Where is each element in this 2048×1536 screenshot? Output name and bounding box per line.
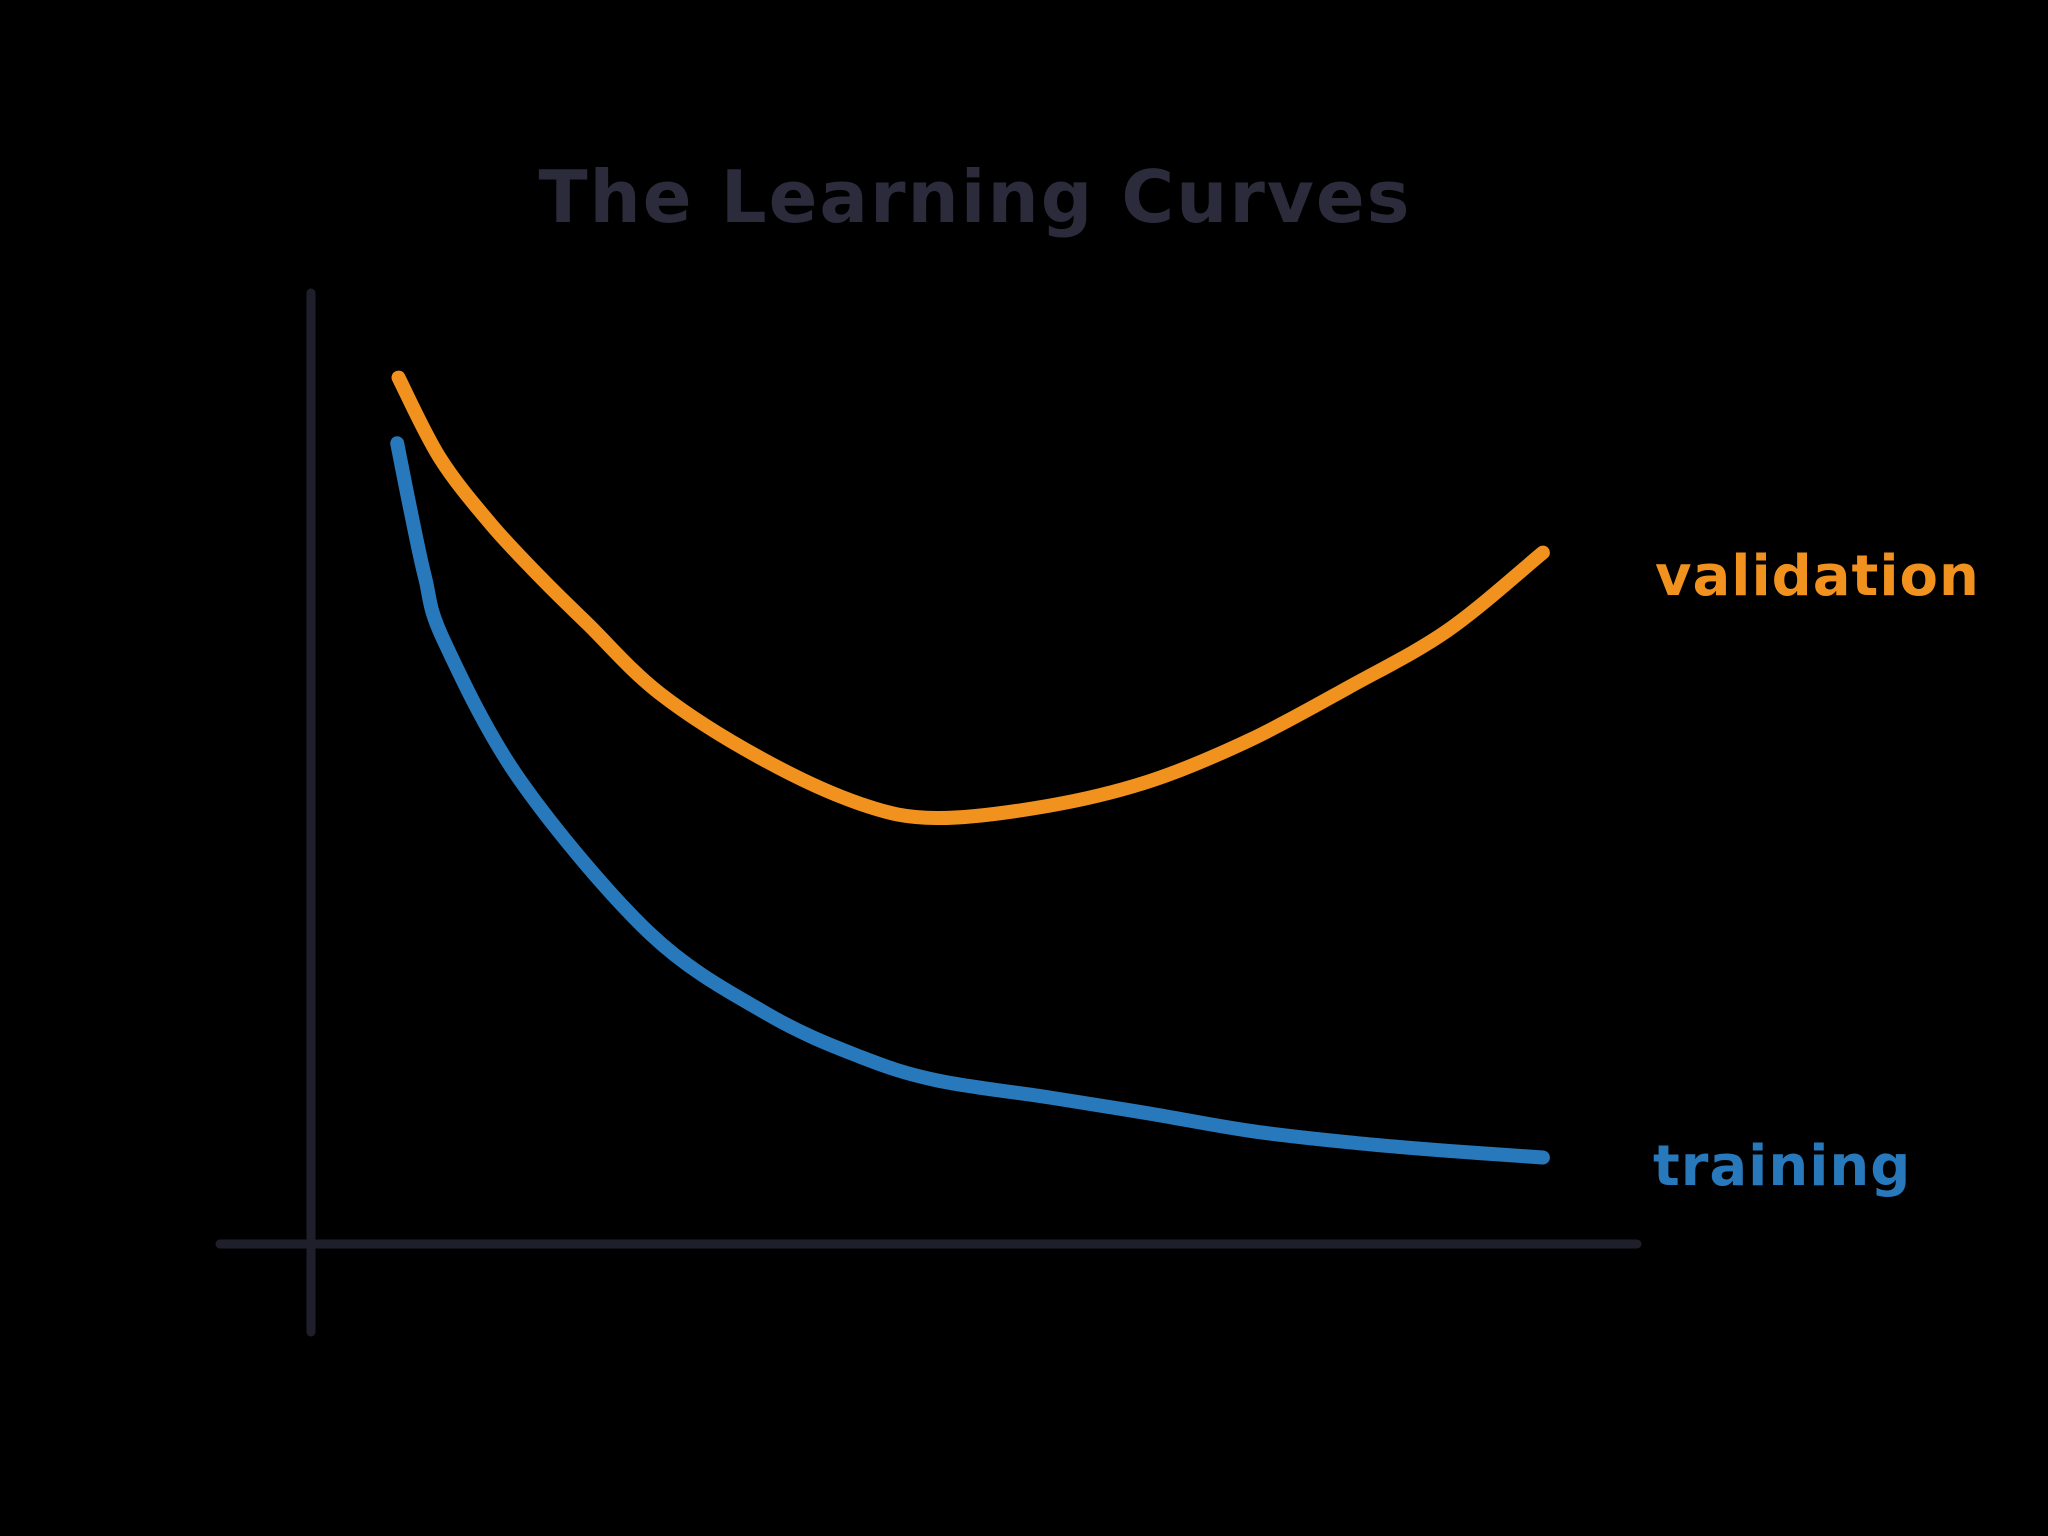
chart-title: The Learning Curves — [538, 155, 1411, 239]
validation-curve — [391, 370, 1550, 826]
validation-label: validation — [1655, 544, 1980, 609]
training-curve — [390, 436, 1550, 1165]
training-label: training — [1653, 1134, 1911, 1199]
